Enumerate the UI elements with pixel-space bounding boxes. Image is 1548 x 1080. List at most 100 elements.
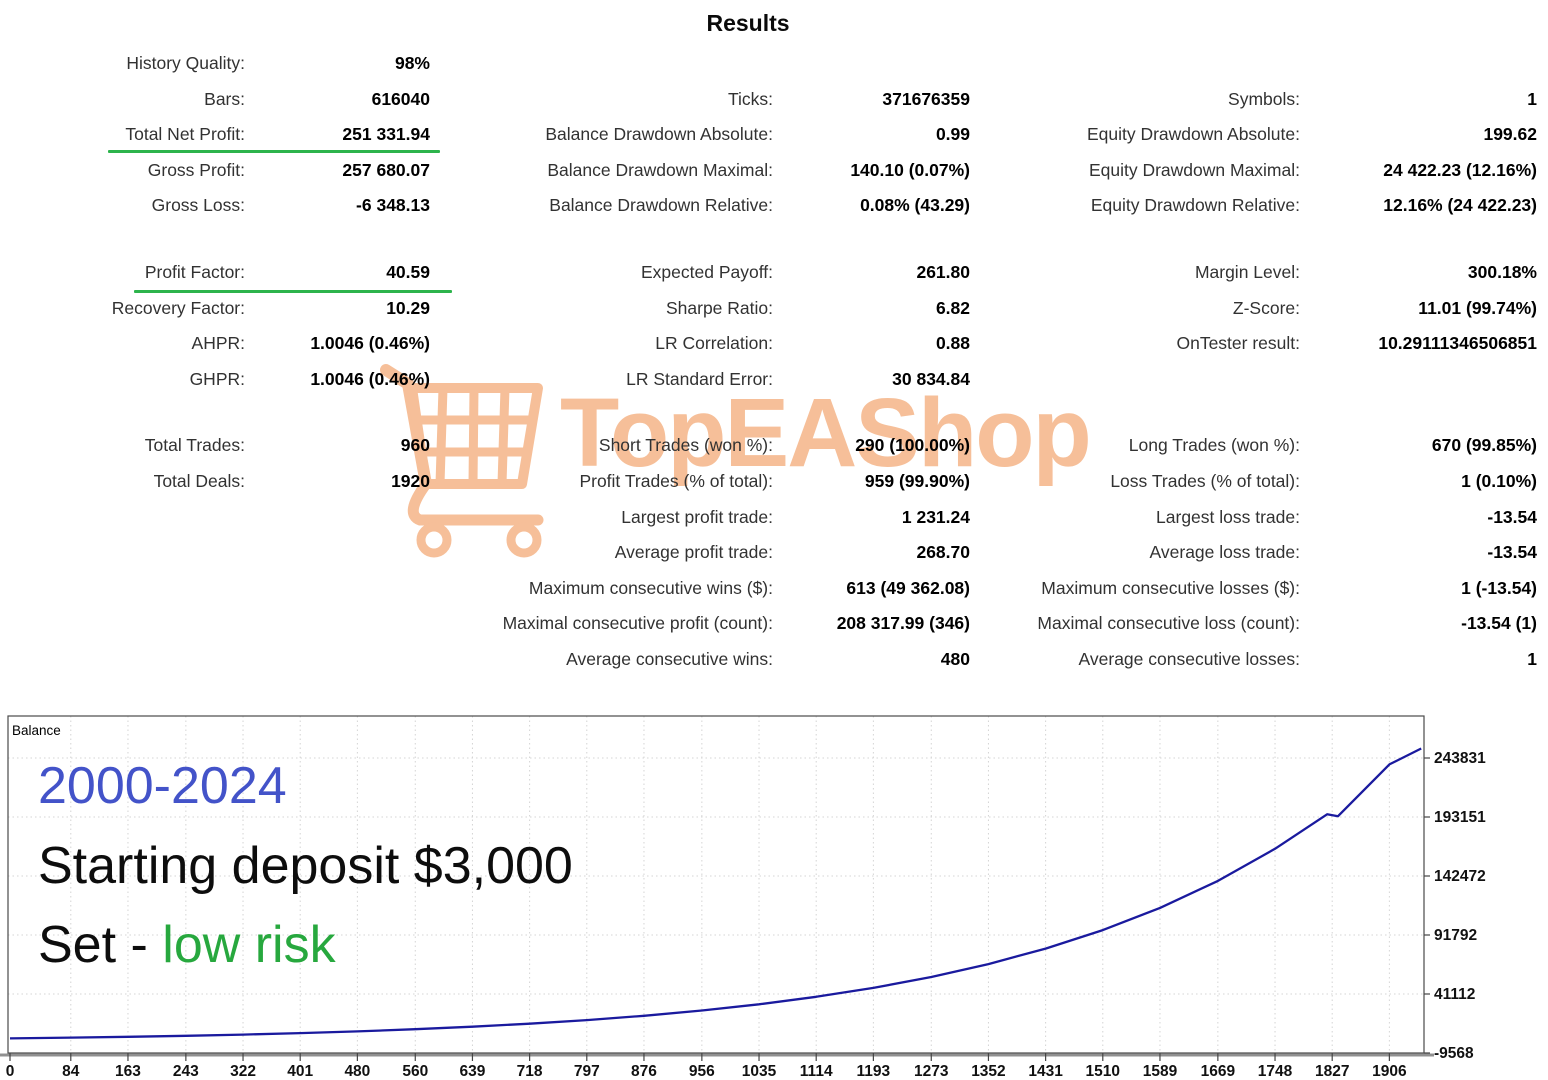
x-tick-label: 1193: [857, 1063, 891, 1080]
stat-value: 1.0046 (0.46%): [310, 368, 430, 389]
stat-label: Recovery Factor:: [111, 297, 245, 318]
stat-label: GHPR:: [189, 368, 245, 389]
stat-value: [1300, 362, 1537, 398]
x-tick-label: 718: [517, 1063, 543, 1080]
stat-label: [430, 46, 773, 82]
x-tick-label: 1352: [971, 1063, 1005, 1080]
stat-label: Total Trades:: [144, 435, 245, 456]
period-annotation: 2000-2024: [38, 757, 287, 815]
stat-value: 257 680.07: [342, 159, 430, 180]
stat-label: Equity Drawdown Absolute:: [1086, 124, 1300, 145]
stat-value: 268.70: [916, 542, 970, 563]
stat-label: Bars:: [204, 88, 245, 109]
stats-section: History Quality: 98% Bars: 616040 Ticks: 3716…: [0, 46, 1537, 224]
watermark-text: TopEAShop: [560, 378, 1092, 487]
stat-label: Balance Drawdown Maximal:: [547, 159, 773, 180]
x-tick-label: 1589: [1143, 1063, 1178, 1080]
stat-value: 140.10 (0.07%): [850, 159, 970, 180]
x-tick-label: 1510: [1086, 1063, 1120, 1080]
y-tick-label: 142472: [1434, 868, 1486, 885]
stat-label: Symbols:: [1228, 88, 1300, 109]
stats-row: Profit Factor: 40.59 Expected Payoff: 261.8…: [0, 255, 1537, 291]
stat-label: Total Net Profit:: [125, 124, 245, 145]
stat-value: 199.62: [1483, 124, 1537, 145]
stat-value: [1300, 46, 1537, 82]
stat-value: 371676359: [882, 88, 970, 109]
stat-label: Profit Factor:: [144, 261, 245, 282]
stat-value: 10.29111346506851: [1378, 333, 1537, 354]
stats-row: History Quality: 98%: [0, 46, 1537, 82]
stat-label: LR Correlation:: [655, 333, 773, 354]
x-tick-label: 0: [6, 1063, 15, 1080]
series-label: Balance: [12, 723, 61, 738]
stats-row: Gross Profit: 257 680.07 Balance Drawdown …: [0, 153, 1537, 189]
x-tick-label: 639: [460, 1063, 486, 1080]
x-tick-label: 1431: [1028, 1063, 1063, 1080]
stat-value: 0.99: [935, 124, 970, 145]
stat-label: Gross Loss:: [151, 195, 245, 216]
stat-label: Loss Trades (% of total):: [1110, 470, 1300, 491]
x-tick-label: 956: [689, 1063, 715, 1080]
stat-label: Equity Drawdown Maximal:: [1088, 159, 1300, 180]
stat-label: History Quality:: [126, 53, 245, 73]
stat-value: 30 834.84: [892, 368, 970, 389]
results-title: Results: [706, 10, 790, 36]
stats-row: Maximal consecutive profit (count): 208 3…: [0, 606, 1537, 642]
stat-label: [0, 571, 245, 607]
stat-label: Ticks:: [727, 88, 773, 109]
stats-row: Total Net Profit: 251 331.94 Balance Drawd…: [0, 117, 1537, 153]
stat-value: 0.88: [935, 333, 970, 354]
stat-label: Maximum consecutive wins ($):: [528, 577, 773, 598]
stat-label: Equity Drawdown Relative:: [1090, 195, 1300, 216]
stat-value: 670 (99.85%): [1431, 435, 1537, 456]
y-tick-label: -9568: [1434, 1045, 1474, 1062]
stat-value: 300.18%: [1467, 261, 1537, 282]
x-tick-label: 1827: [1315, 1063, 1349, 1080]
x-tick-label: 84: [62, 1063, 80, 1080]
x-tick-label: 876: [631, 1063, 657, 1080]
stat-value: 40.59: [386, 261, 430, 282]
x-tick-label: 1035: [742, 1063, 777, 1080]
y-tick-label: 193151: [1434, 809, 1486, 826]
risk-annotation: Set - low risk: [38, 919, 336, 971]
stat-value: -6 348.13: [356, 195, 430, 216]
stats-row: Bars: 616040 Ticks: 371676359 Symbols: 1: [0, 82, 1537, 118]
stat-value: -13.54: [1487, 542, 1537, 563]
stat-value: 10.29: [386, 297, 430, 318]
stat-label: Profit Trades (% of total):: [579, 470, 773, 491]
stat-value: [245, 642, 430, 678]
stat-label: Margin Level:: [1194, 261, 1300, 282]
stat-value: 1 (0.10%): [1461, 470, 1537, 491]
stats-section: Total Trades: 960 Short Trades (won %): 290…: [0, 428, 1537, 677]
stat-label: [0, 500, 245, 536]
stats-row: Largest profit trade: 1 231.24 Largest los…: [0, 500, 1537, 536]
x-tick-label: 243: [173, 1063, 199, 1080]
stat-label: Average consecutive wins:: [566, 648, 773, 669]
stat-label: Long Trades (won %):: [1128, 435, 1300, 456]
stats-row: Gross Loss: -6 348.13 Balance Drawdown Rel…: [0, 188, 1537, 224]
stat-value: 0.08% (43.29): [860, 195, 970, 216]
stat-value: [245, 606, 430, 642]
stats-row: Total Trades: 960 Short Trades (won %): 290…: [0, 428, 1537, 464]
stat-value: 480: [940, 648, 970, 669]
stat-value: -13.54: [1487, 506, 1537, 527]
stat-value: 960: [400, 435, 430, 456]
stats-row: Maximum consecutive wins ($): 613 (49 362…: [0, 571, 1537, 607]
x-tick-label: 401: [287, 1063, 313, 1080]
x-tick-label: 1273: [914, 1063, 949, 1080]
stat-label: Largest profit trade:: [621, 506, 773, 527]
deposit-annotation: Starting deposit $3,000: [38, 837, 573, 895]
stat-value: -13.54 (1): [1461, 613, 1537, 634]
stat-value: 1 231.24: [901, 506, 970, 527]
x-tick-label: 1669: [1201, 1063, 1236, 1080]
stat-label: [0, 642, 245, 678]
stat-value: [773, 46, 970, 82]
net-profit-underline: [108, 150, 440, 153]
stat-label: LR Standard Error:: [626, 368, 773, 389]
y-tick-label: 91792: [1434, 927, 1477, 944]
balance-chart: 0 84 163 243 322 401 480 560 639 718 797 876 956 1035…: [0, 712, 1548, 1080]
stat-value: 1 (-13.54): [1461, 577, 1537, 598]
stat-value: 1: [1527, 648, 1537, 669]
stat-label: Average loss trade:: [1149, 542, 1300, 563]
stat-value: 290 (100.00%): [855, 435, 970, 456]
